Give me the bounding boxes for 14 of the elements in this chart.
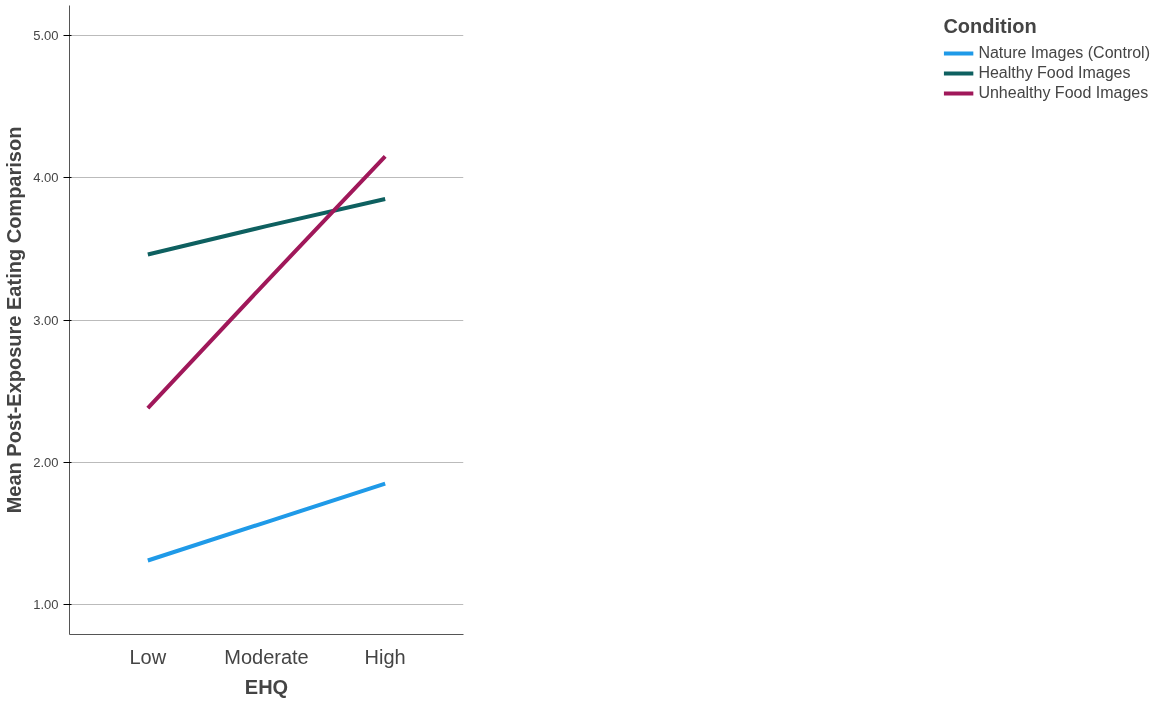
y-tick-label: 2.00 [33,454,59,470]
legend-label: Healthy Food Images [978,64,1131,82]
y-tick-label: 3.00 [33,312,59,328]
legend-label: Unhealthy Food Images [978,84,1149,102]
y-axis-title: Mean Post-Exposure Eating Comparison [3,126,26,514]
x-tick-label: High [364,645,406,668]
x-tick-label: Moderate [224,645,309,668]
x-axis-title: EHQ [244,675,289,698]
y-tick-label: 4.00 [33,170,59,186]
y-tick-label: 1.00 [33,597,59,613]
x-tick-label: Low [129,645,167,668]
legend-title: Condition [943,15,1038,38]
y-tick-label: 5.00 [33,27,59,43]
legend-label: Nature Images (Control) [978,44,1150,62]
